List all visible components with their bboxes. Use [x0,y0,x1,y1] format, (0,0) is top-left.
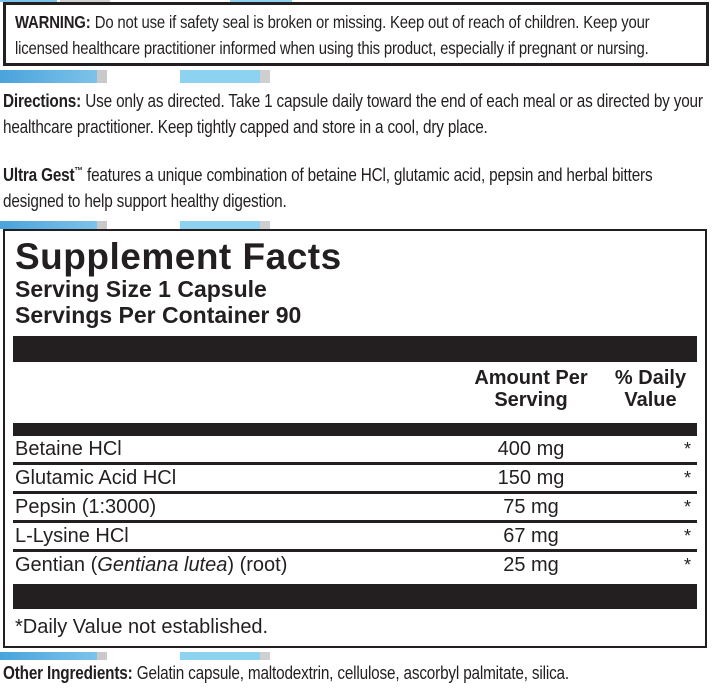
divider-bar-thick [13,336,697,362]
ingredient-dv: * [683,526,691,546]
ingredient-dv: * [683,468,691,488]
warning-text: WARNING: Do not use if safety seal is bro… [15,9,695,61]
daily-value-header: % Daily Value [614,367,687,411]
directions-paragraph: Directions: Use only as directed. Take 1 … [3,88,713,140]
table-row-l-lysine: L-Lysine HCl 67 mg * [13,523,697,552]
gray-mark [260,652,270,660]
brand-name: Ultra Gest™ [3,165,83,185]
gray-mark [260,221,270,229]
ingredient-name: Pepsin (1:3000) [15,496,157,518]
directions-body: Use only as directed. Take 1 capsule dai… [3,91,703,137]
table-row-glutamic-acid: Glutamic Acid HCl 150 mg * [13,465,697,494]
blue-mark [0,70,97,83]
header-spacer [13,367,458,411]
top-edge-gray-mark [60,0,110,3]
ingredient-dv: * [683,497,691,517]
gray-mark [97,221,107,229]
warning-box: WARNING: Do not use if safety seal is bro… [3,2,709,66]
ingredient-name: L-Lysine HCl [15,525,129,547]
botanical-name: Gentiana lutea [97,554,228,576]
ingredient-dv: * [683,439,691,459]
table-row-gentian: Gentian (Gentiana lutea) (root) 25 mg * [13,552,697,578]
daily-value-footnote: *Daily Value not established. [15,616,269,638]
blue-mark [0,221,97,229]
directions-label: Directions: [3,91,82,111]
gray-mark [260,70,270,83]
other-ingredients-label: Other Ingredients: [3,663,133,683]
divider-bar-medium [13,423,697,436]
warning-body: Do not use if safety seal is broken or m… [15,12,650,58]
warning-label: WARNING: [15,12,91,32]
gray-mark [97,70,107,83]
amount-per-serving-header: Amount Per Serving [474,367,588,411]
supplement-facts-title: Supplement Facts [15,236,342,277]
top-edge-blue-mark [0,0,57,2]
other-ingredients-body: Gelatin capsule, maltodextrin, cellulose… [136,663,569,683]
gray-mark [97,652,107,660]
registration-marks-row-1 [0,70,713,83]
servings-per-container: Servings Per Container 90 [15,302,302,328]
ingredient-amount: 25 mg [503,554,559,576]
other-ingredients-paragraph: Other Ingredients: Gelatin capsule, malto… [3,660,713,686]
ingredient-amount: 150 mg [497,467,565,489]
divider-bar-thick-bottom [13,584,697,609]
ingredient-name: Glutamic Acid HCl [15,467,177,489]
ingredient-dv: * [683,555,691,575]
facts-header-row: Amount Per Serving % Daily Value [13,367,697,411]
top-edge-blue-mark-2 [230,0,292,2]
supplement-facts-panel: Supplement Facts Serving Size 1 Capsule … [3,229,707,648]
ingredient-amount: 67 mg [503,525,559,547]
light-blue-mark [180,70,260,83]
registration-marks-row-3 [0,652,713,660]
registration-marks-row-2 [0,221,713,229]
ingredient-name: Betaine HCl [15,438,122,460]
ingredient-name: Gentian (Gentiana lutea) (root) [15,554,288,576]
table-row-betaine-hcl: Betaine HCl 400 mg * [13,436,697,465]
description-body: features a unique combination of betaine… [3,165,653,211]
light-blue-mark [180,221,260,229]
ingredient-amount: 75 mg [503,496,559,518]
description-paragraph: Ultra Gest™ features a unique combination… [3,162,713,214]
serving-size: Serving Size 1 Capsule [15,276,267,302]
table-row-pepsin: Pepsin (1:3000) 75 mg * [13,494,697,523]
trademark-symbol: ™ [74,166,83,177]
light-blue-mark [180,652,260,660]
blue-mark [0,652,97,660]
ingredient-amount: 400 mg [497,438,565,460]
